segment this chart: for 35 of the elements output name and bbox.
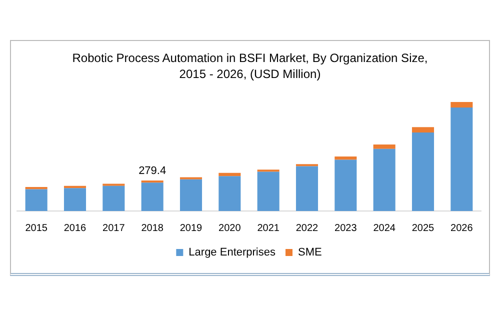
bar <box>141 182 164 211</box>
legend-label: Large Enterprises <box>188 246 276 259</box>
bar <box>64 186 86 188</box>
x-tick-label: 2018 <box>141 222 164 234</box>
x-tick-label: 2025 <box>412 222 435 234</box>
x-tick-label: 2020 <box>218 222 242 234</box>
x-tick-label: 2015 <box>25 222 48 234</box>
x-tick-label: 2021 <box>257 222 280 234</box>
bar <box>141 180 164 183</box>
bar <box>373 144 396 149</box>
bar <box>450 107 473 211</box>
bar <box>180 179 202 211</box>
bar <box>373 148 396 211</box>
bar <box>412 132 434 211</box>
bar <box>334 156 357 160</box>
x-tick-label: 2026 <box>450 222 474 234</box>
x-tick-label: 2017 <box>102 222 126 234</box>
x-tick-label: 2019 <box>180 222 203 234</box>
bar <box>64 188 86 211</box>
x-tick-label: 2024 <box>373 222 396 234</box>
bar <box>102 186 125 211</box>
bar <box>25 189 48 211</box>
x-tick-label: 2022 <box>296 222 319 234</box>
chart-title: Robotic Process Automation in BSFI Market, By Organization Size, 2015 - 2026, (USD Million) <box>71 50 429 82</box>
x-tick-label: 2016 <box>64 222 87 234</box>
bar <box>218 176 241 211</box>
bar <box>334 160 357 211</box>
x-tick-label: 2023 <box>334 222 358 234</box>
annotation: 279.4 <box>138 165 166 178</box>
bar <box>296 166 318 211</box>
legend-label: SME <box>298 246 322 259</box>
bar <box>257 172 280 211</box>
bar <box>218 172 241 176</box>
bar <box>450 102 473 108</box>
bar <box>412 127 434 133</box>
